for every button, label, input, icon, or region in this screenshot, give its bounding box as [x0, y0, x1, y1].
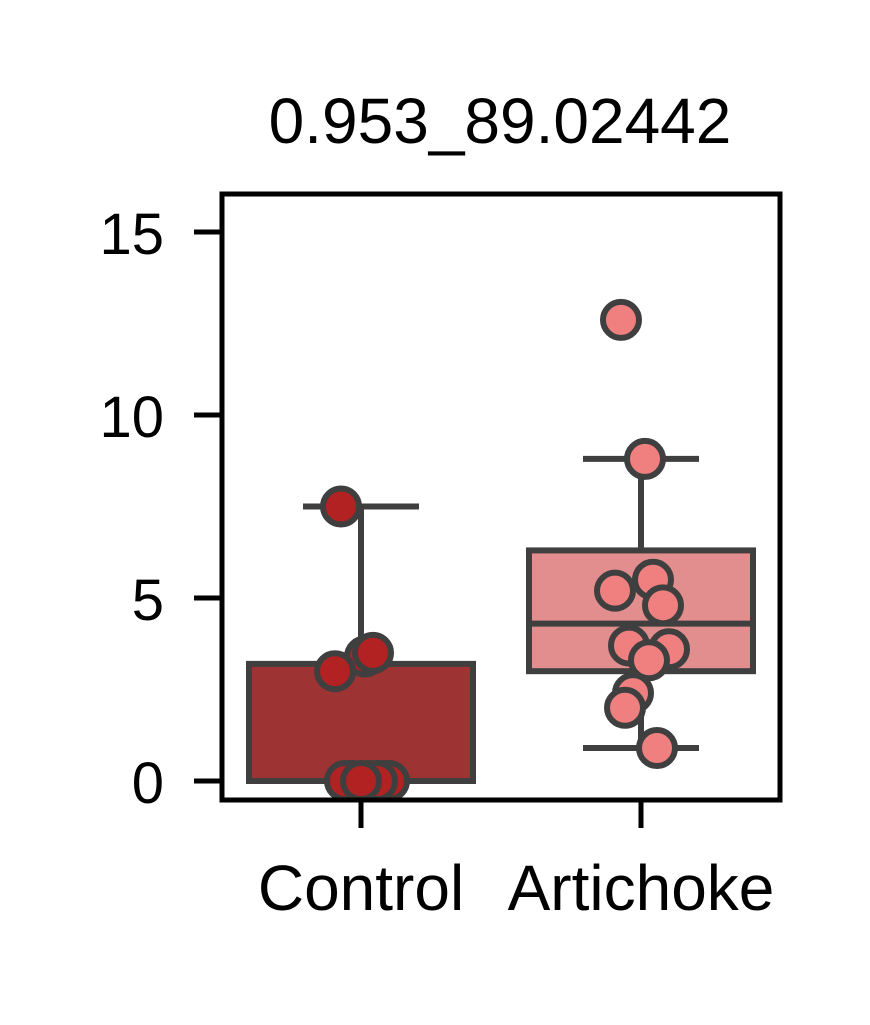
x-tick-label: Control	[258, 852, 464, 924]
data-point	[636, 727, 678, 770]
data-point	[624, 437, 666, 480]
y-tick-label: 15	[99, 202, 164, 267]
data-point	[314, 650, 356, 693]
data-point	[340, 760, 382, 802]
data-point	[320, 485, 362, 528]
y-tick-label: 10	[99, 385, 164, 450]
data-point	[642, 584, 684, 627]
y-tick-label: 5	[132, 568, 164, 633]
data-point	[600, 298, 642, 341]
data-point	[594, 569, 636, 612]
box-group-artichoke	[526, 298, 756, 770]
box-group-control	[246, 485, 476, 802]
plot-frame	[219, 191, 783, 803]
data-point	[604, 686, 646, 729]
data-point	[352, 631, 394, 674]
y-tick-label: 0	[132, 751, 164, 816]
plot-area: 0 5 10 15 Control Artichoke	[99, 191, 783, 924]
chart-title: 0.953_89.02442	[269, 85, 732, 157]
x-tick-label: Artichoke	[508, 852, 775, 924]
data-point	[628, 639, 670, 682]
